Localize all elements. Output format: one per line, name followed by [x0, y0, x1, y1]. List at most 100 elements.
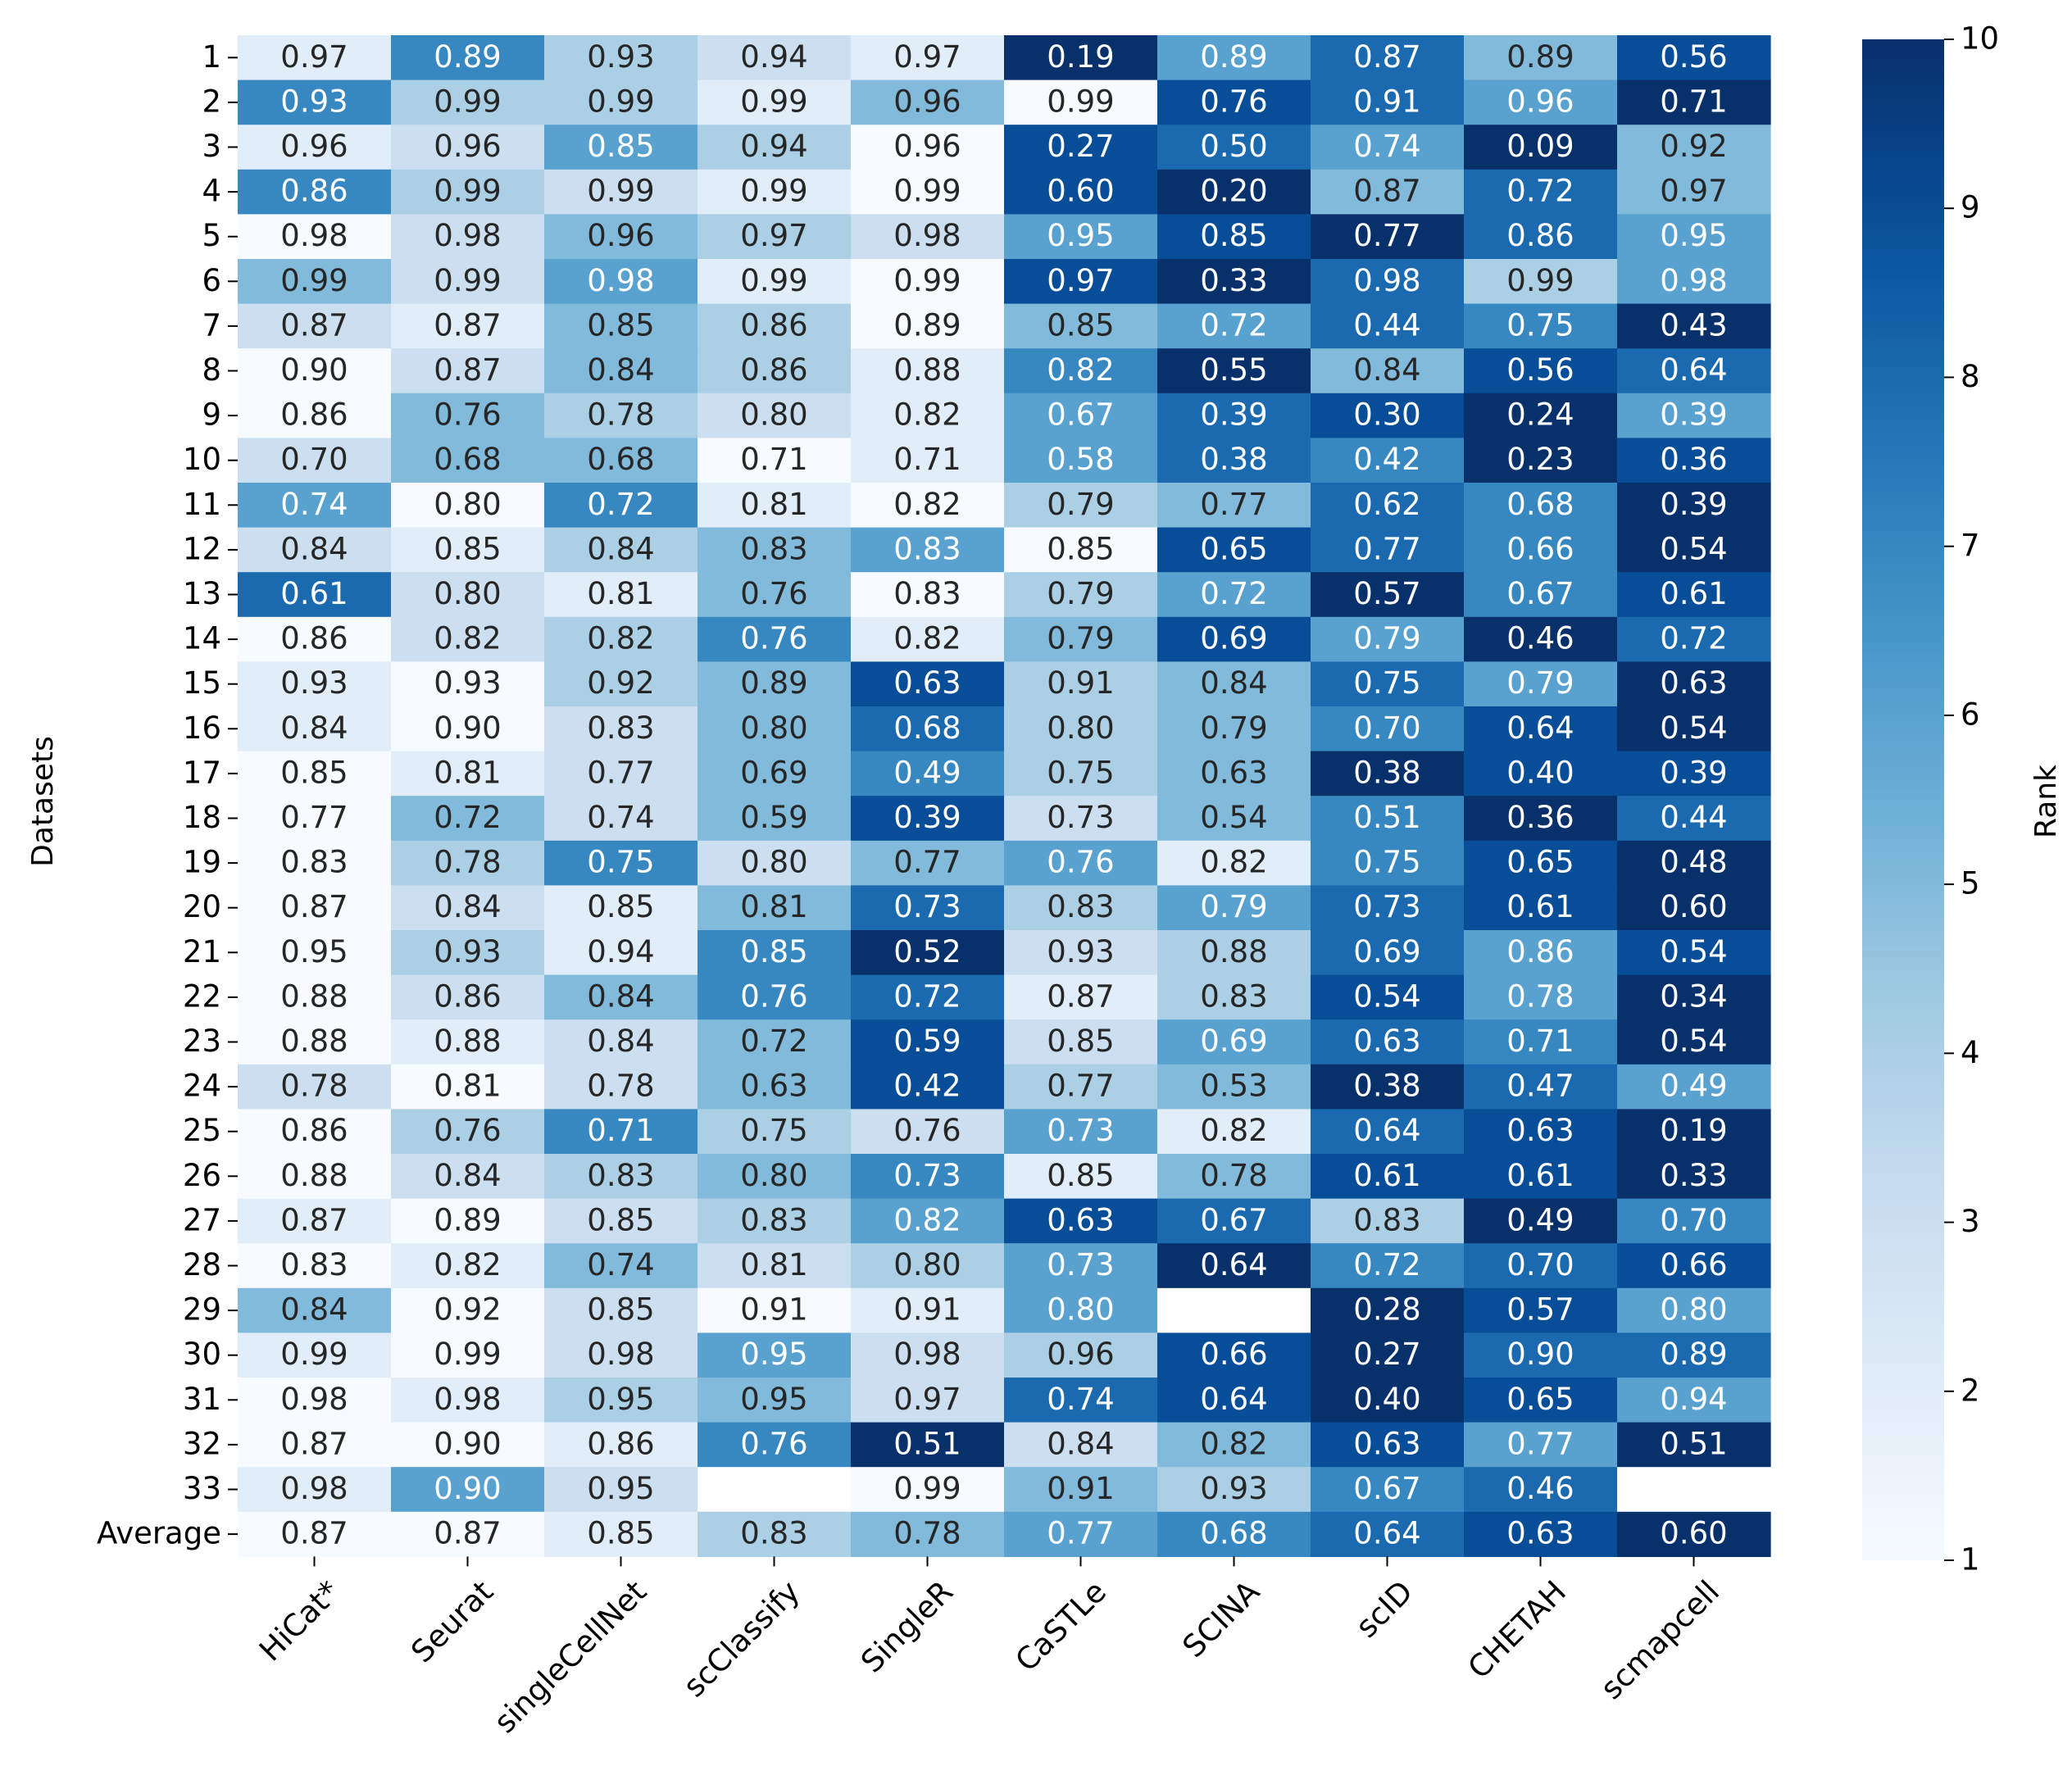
heatmap-cell: [1617, 885, 1771, 931]
heatmap-cell: [1464, 1467, 1618, 1513]
heatmap-cell: [1004, 348, 1158, 394]
heatmap-cell: [544, 1019, 698, 1065]
heatmap-cell: [1311, 974, 1465, 1020]
row-tick-label: 21: [183, 934, 221, 969]
cell-value-label: 0.80: [434, 487, 501, 522]
cell-value-label: 0.85: [1200, 218, 1267, 253]
cell-value-label: 0.66: [1506, 531, 1574, 566]
cell-value-label: 0.85: [280, 755, 348, 790]
cell-value-label: 0.92: [587, 665, 654, 701]
heatmap-cell: [1157, 35, 1311, 81]
heatmap-cell: [851, 169, 1005, 215]
cell-value-label: 0.57: [1353, 576, 1420, 611]
cell-value-label: 0.72: [1200, 307, 1267, 343]
cell-value-label: 0.77: [1047, 1516, 1114, 1551]
heatmap-cell: [1004, 35, 1158, 81]
cell-value-label: 0.81: [740, 889, 807, 924]
row-tick-label: 19: [183, 845, 221, 880]
cell-value-label: 0.74: [587, 1247, 654, 1282]
heatmap-cell: [1617, 974, 1771, 1020]
cell-value-label: 0.46: [1506, 621, 1574, 656]
column-tick-label: scClassify: [676, 1574, 807, 1705]
cell-value-label: 0.89: [434, 1202, 501, 1237]
heatmap-cell: [544, 1511, 698, 1557]
heatmap-cell: [544, 1064, 698, 1110]
heatmap-cell: [544, 1109, 698, 1155]
heatmap-cell: [1157, 125, 1311, 170]
heatmap-cell: [391, 348, 545, 394]
cell-value-label: 0.99: [740, 263, 807, 298]
cell-value-label: 0.88: [280, 1024, 348, 1059]
cell-value-label: 0.77: [1353, 218, 1420, 253]
cell-value-label: 0.30: [1353, 397, 1420, 433]
cell-value-label: 0.85: [587, 1202, 654, 1237]
cell-value-label: 0.77: [280, 800, 348, 835]
heatmap-cell: [391, 483, 545, 529]
heatmap-cell: [1311, 706, 1465, 752]
column-tick-label: SingleR: [854, 1574, 960, 1680]
heatmap-cell: [697, 438, 852, 483]
cell-value-label: 0.82: [893, 397, 961, 433]
cell-value-label: 0.95: [740, 1337, 807, 1372]
cell-value-label: 0.19: [1660, 1113, 1727, 1148]
heatmap-cell: [697, 303, 852, 349]
cell-value-label: 0.33: [1660, 1158, 1727, 1193]
heatmap-cell: [1617, 930, 1771, 976]
cell-value-label: 0.81: [740, 487, 807, 522]
cell-value-label: 0.87: [1353, 174, 1420, 209]
heatmap-cell: [1311, 169, 1465, 215]
heatmap-cell: [544, 35, 698, 81]
heatmap-cell: [1004, 214, 1158, 260]
cell-value-label: 0.98: [434, 1382, 501, 1417]
cell-value-label: 0.77: [1200, 487, 1267, 522]
heatmap-cell: [1464, 169, 1618, 215]
heatmap-cell: [1311, 796, 1465, 842]
cell-value-label: 0.38: [1200, 442, 1267, 477]
heatmap-cell: [1464, 885, 1618, 931]
cell-value-label: 0.85: [587, 1516, 654, 1551]
cell-value-label: 0.83: [587, 1158, 654, 1193]
row-tick-label: 23: [183, 1024, 221, 1059]
cell-value-label: 0.78: [587, 397, 654, 433]
heatmap-cell: [697, 483, 852, 529]
heatmap-cell: [1617, 1467, 1771, 1513]
cell-value-label: 0.64: [1200, 1382, 1267, 1417]
heatmap-cell: [851, 214, 1005, 260]
cell-value-label: 0.46: [1506, 1471, 1574, 1506]
heatmap-cell: [544, 393, 698, 438]
column-tick-label: scID: [1349, 1574, 1420, 1645]
cell-value-label: 0.54: [1660, 1024, 1727, 1059]
heatmap-cell: [697, 616, 852, 662]
heatmap-cell: [697, 1378, 852, 1423]
heatmap-cell: [1311, 483, 1465, 529]
heatmap-cell: [851, 348, 1005, 394]
colorbar-tick-label: 1: [1961, 1542, 1980, 1577]
heatmap-cell: [697, 840, 852, 886]
heatmap-cell: [1311, 930, 1465, 976]
cell-value-label: 0.72: [1506, 174, 1574, 209]
cell-value-label: 0.72: [740, 1024, 807, 1059]
cell-value-label: 0.84: [280, 531, 348, 566]
heatmap-cell: [1311, 125, 1465, 170]
cell-value-label: 0.67: [1353, 1471, 1420, 1506]
cell-value-label: 0.84: [280, 1292, 348, 1328]
row-tick-label: 29: [183, 1292, 221, 1328]
heatmap-cell: [1311, 616, 1465, 662]
row-tick-label: 28: [183, 1247, 221, 1282]
cell-value-label: 0.72: [1660, 621, 1727, 656]
heatmap-cell: [697, 1511, 852, 1557]
heatmap-cell: [1464, 1019, 1618, 1065]
heatmap-cell: [697, 1109, 852, 1155]
cell-value-label: 0.77: [893, 845, 961, 880]
cell-value-label: 0.39: [893, 800, 961, 835]
heatmap-cell: [1004, 885, 1158, 931]
cell-value-label: 0.99: [740, 84, 807, 119]
cell-value-label: 0.86: [280, 397, 348, 433]
heatmap-cell: [391, 438, 545, 483]
heatmap-cell: [1464, 125, 1618, 170]
heatmap-cell: [1464, 1198, 1618, 1244]
cell-value-label: 0.87: [434, 307, 501, 343]
heatmap-cell: [391, 1332, 545, 1378]
heatmap-cell: [1311, 348, 1465, 394]
cell-value-label: 0.76: [893, 1113, 961, 1148]
